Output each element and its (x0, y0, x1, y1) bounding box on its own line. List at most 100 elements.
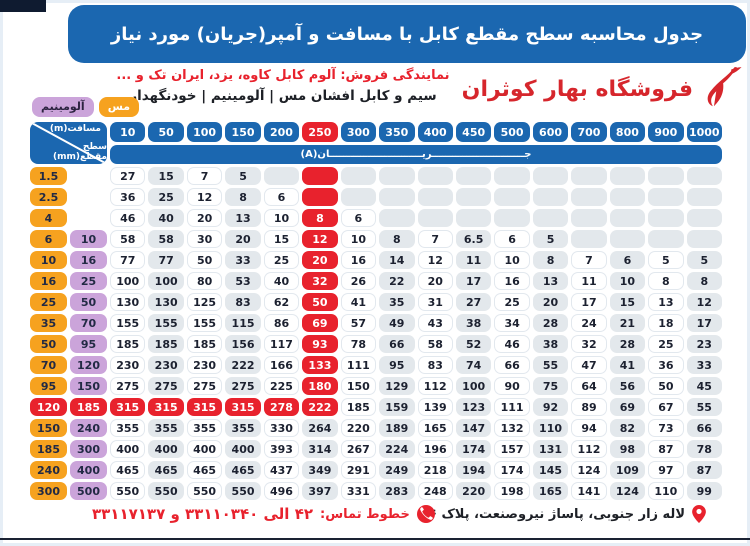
distance-header-350: 350 (379, 122, 415, 142)
amp-cell: 189 (379, 419, 415, 437)
table-row-16: 16 25 100 100 80 53 40 32 26 22 20 17 16 13 11 10 8 8 (30, 272, 722, 290)
amp-cell (648, 188, 684, 206)
amp-cell (340, 188, 377, 206)
amp-cell: 550 (148, 482, 184, 500)
amp-cell (494, 188, 530, 206)
amp-cell: 230 (148, 356, 184, 374)
aluminum-section-header: 95 (70, 335, 107, 353)
distance-header-50: 50 (148, 122, 184, 142)
phone-numbers: ۴۲ الی ۳۳۱۱۰۳۴۰ و ۳۳۱۱۷۱۳۷ (92, 505, 313, 523)
amp-cell: 397 (302, 482, 338, 500)
table-row-50: 50 95 185 185 185 156 117 93 78 66 58 52 46 38 32 28 25 2… (30, 335, 722, 353)
amp-cell: 155 (110, 314, 146, 332)
amp-cell (340, 167, 377, 185)
amp-cell: 267 (340, 440, 377, 458)
distance-header-900: 900 (648, 122, 684, 142)
amp-cell: 74 (455, 356, 492, 374)
amp-cell (455, 167, 492, 185)
dealers-line: نمایندگی فروش: آلوم کابل کاوه، یزد، ایرا… (116, 68, 450, 83)
amp-cell: 41 (340, 293, 377, 311)
amp-cell: 14 (379, 251, 415, 269)
amp-cell: 125 (186, 293, 223, 311)
amp-cell: 111 (494, 398, 530, 416)
amp-cell: 46 (494, 335, 530, 353)
amp-cell: 15 (609, 293, 646, 311)
amp-cell: 7 (571, 251, 607, 269)
amp-cell: 185 (340, 398, 377, 416)
copper-section-header: 185 (30, 440, 67, 458)
distance-header-100: 100 (186, 122, 223, 142)
amp-cell: 150 (340, 377, 377, 395)
table-row-95: 95 150 275 275 275 275 225 180 150 129 112 100 90 75 6… (30, 377, 722, 395)
amp-cell: 78 (340, 335, 377, 353)
amp-cell: 35 (379, 293, 415, 311)
amp-cell: 115 (225, 314, 261, 332)
table-row-2.5: 2.5 36 25 12 8 6 (30, 188, 722, 206)
amp-cell (571, 230, 607, 248)
amp-cell (609, 230, 646, 248)
phone-label: خطوط تماس: (320, 506, 410, 522)
table-row-25: 25 50 130 130 125 83 62 50 41 35 31 27 25 20 17 15 13 12 (30, 293, 722, 311)
amp-cell: 17 (571, 293, 607, 311)
amp-cell (417, 167, 453, 185)
amp-cell: 75 (532, 377, 569, 395)
aluminum-badge: آلومینیم (32, 97, 94, 117)
copper-section-header: 70 (30, 356, 67, 374)
amp-cell: 20 (302, 251, 338, 269)
top-left-corner-block (0, 0, 46, 12)
amp-cell (532, 209, 569, 227)
aluminum-section-header: 240 (70, 419, 107, 437)
amp-cell: 69 (302, 314, 338, 332)
amp-cell: 7 (417, 230, 453, 248)
amp-cell: 18 (648, 314, 684, 332)
amp-cell: 55 (532, 356, 569, 374)
amp-cell: 224 (379, 440, 415, 458)
amp-cell (379, 188, 415, 206)
amp-cell: 57 (340, 314, 377, 332)
distance-header-500: 500 (494, 122, 530, 142)
amp-cell: 97 (648, 461, 684, 479)
distance-header-300: 300 (340, 122, 377, 142)
amp-cell: 10 (263, 209, 300, 227)
amp-cell: 132 (494, 419, 530, 437)
copper-section-header: 35 (30, 314, 67, 332)
distance-header-150: 150 (225, 122, 261, 142)
amp-cell (302, 188, 338, 206)
amp-cell: 8 (302, 209, 338, 227)
amp-cell: 249 (379, 461, 415, 479)
table-row-1.5: 1.5 27 15 7 5 (30, 167, 722, 185)
distance-header-1000: 1000 (686, 122, 722, 142)
amp-cell (571, 167, 607, 185)
amp-cell: 16 (340, 251, 377, 269)
amp-cell: 78 (686, 440, 722, 458)
amp-cell: 20 (417, 272, 453, 290)
amp-cell: 80 (186, 272, 223, 290)
amp-cell: 33 (686, 356, 722, 374)
amp-cell: 83 (225, 293, 261, 311)
amp-cell (648, 209, 684, 227)
amp-cell: 47 (571, 356, 607, 374)
amp-cell: 89 (571, 398, 607, 416)
amp-cell (571, 209, 607, 227)
amp-cell: 7 (186, 167, 223, 185)
distance-header-400: 400 (417, 122, 453, 142)
copper-section-header: 25 (30, 293, 67, 311)
amp-cell: 95 (379, 356, 415, 374)
amp-cell: 109 (609, 461, 646, 479)
amp-cell: 275 (186, 377, 223, 395)
amp-cell: 355 (110, 419, 146, 437)
table-body: 1.5 27 15 7 5 2.5 36 25 12 8 6 4 46 40 20 13 10 8 6 6 10 58 58… (30, 167, 722, 500)
amp-cell: 40 (148, 209, 184, 227)
copper-section-header: 300 (30, 482, 67, 500)
aluminum-section-header: 70 (70, 314, 107, 332)
copper-badge: مس (98, 97, 140, 117)
amp-cell: 100 (148, 272, 184, 290)
amp-cell: 53 (225, 272, 261, 290)
aluminum-section-header: 500 (70, 482, 107, 500)
amp-cell: 400 (110, 440, 146, 458)
amp-cell: 8 (648, 272, 684, 290)
amp-cell: 77 (110, 251, 146, 269)
amp-cell: 49 (379, 314, 415, 332)
amp-cell: 157 (494, 440, 530, 458)
copper-section-header: 150 (30, 419, 67, 437)
